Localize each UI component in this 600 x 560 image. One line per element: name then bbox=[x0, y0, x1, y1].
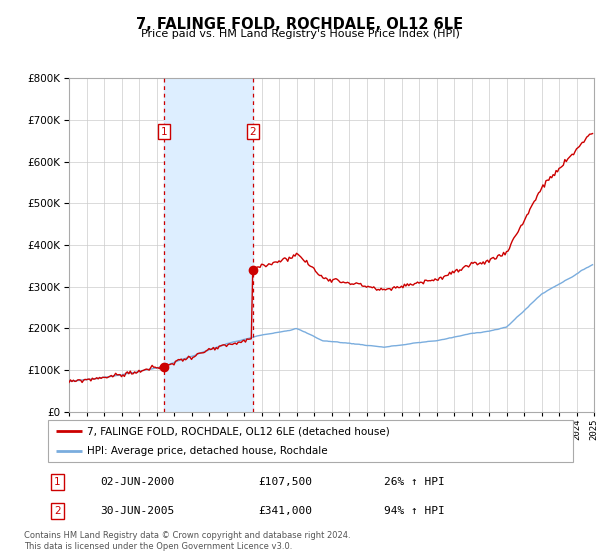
Text: 30-JUN-2005: 30-JUN-2005 bbox=[101, 506, 175, 516]
Text: 7, FALINGE FOLD, ROCHDALE, OL12 6LE (detached house): 7, FALINGE FOLD, ROCHDALE, OL12 6LE (det… bbox=[88, 426, 390, 436]
Text: 1: 1 bbox=[161, 127, 167, 137]
FancyBboxPatch shape bbox=[48, 420, 573, 462]
Text: 1: 1 bbox=[54, 477, 61, 487]
Text: £341,000: £341,000 bbox=[258, 506, 312, 516]
Text: Contains HM Land Registry data © Crown copyright and database right 2024.: Contains HM Land Registry data © Crown c… bbox=[24, 531, 350, 540]
Text: 02-JUN-2000: 02-JUN-2000 bbox=[101, 477, 175, 487]
Text: This data is licensed under the Open Government Licence v3.0.: This data is licensed under the Open Gov… bbox=[24, 542, 292, 550]
Text: 7, FALINGE FOLD, ROCHDALE, OL12 6LE: 7, FALINGE FOLD, ROCHDALE, OL12 6LE bbox=[136, 17, 464, 32]
Text: Price paid vs. HM Land Registry's House Price Index (HPI): Price paid vs. HM Land Registry's House … bbox=[140, 29, 460, 39]
Text: HPI: Average price, detached house, Rochdale: HPI: Average price, detached house, Roch… bbox=[88, 446, 328, 456]
Bar bbox=[164, 78, 253, 412]
Text: 94% ↑ HPI: 94% ↑ HPI bbox=[384, 506, 445, 516]
Text: 2: 2 bbox=[250, 127, 256, 137]
Text: 2: 2 bbox=[54, 506, 61, 516]
Text: £107,500: £107,500 bbox=[258, 477, 312, 487]
Text: 26% ↑ HPI: 26% ↑ HPI bbox=[384, 477, 445, 487]
